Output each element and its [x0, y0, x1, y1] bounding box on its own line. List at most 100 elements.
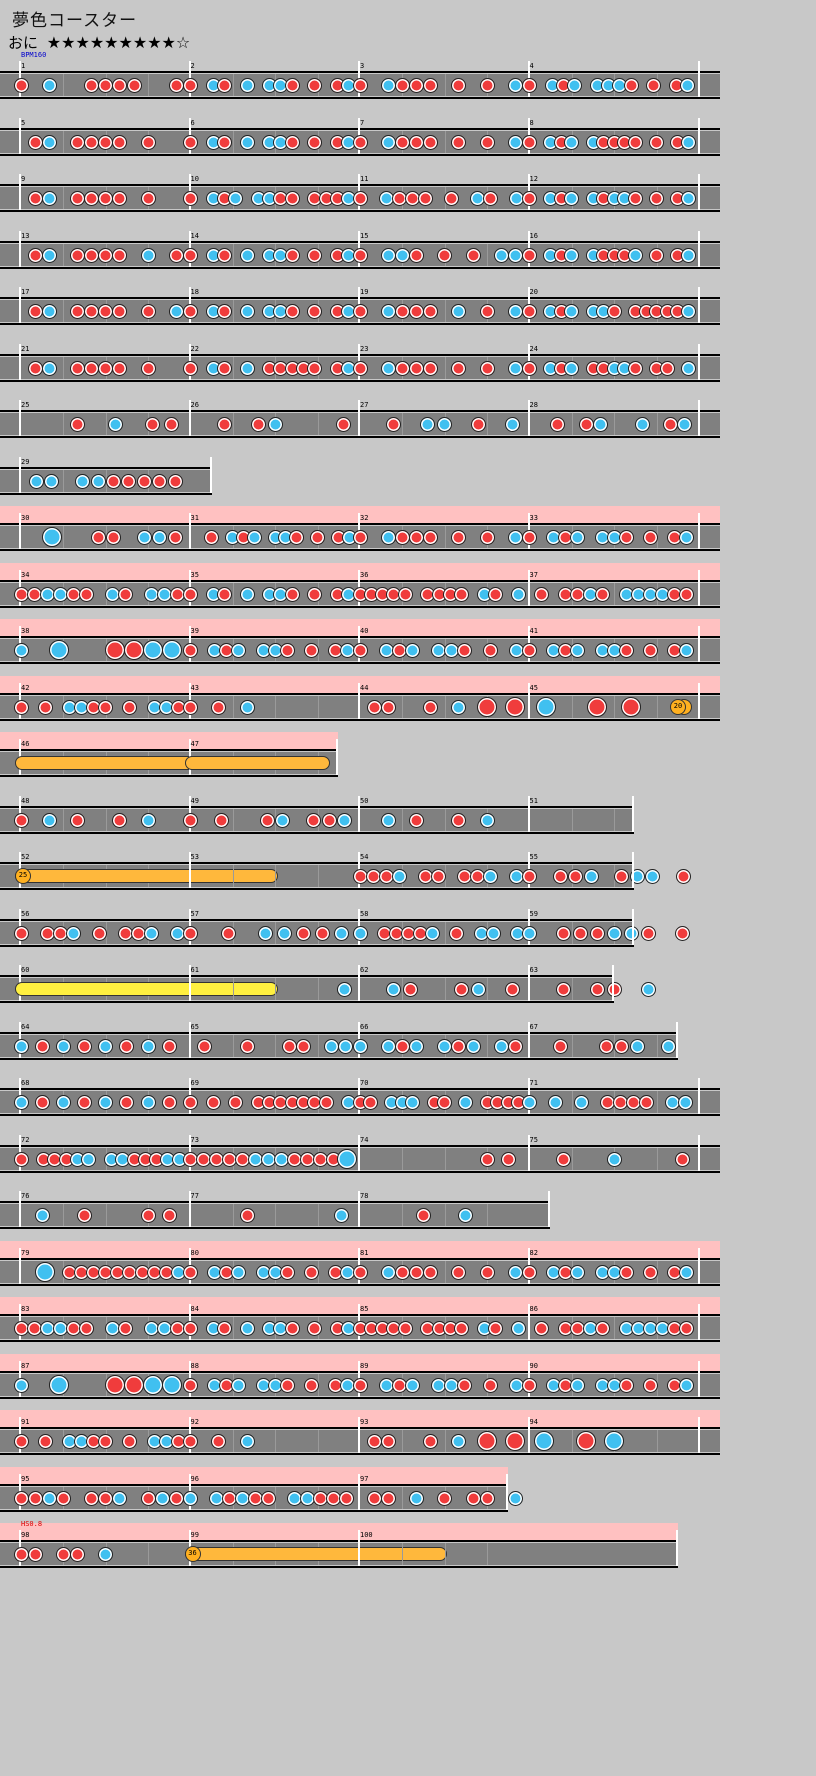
- don-note: [284, 77, 300, 93]
- don-note: [288, 529, 304, 545]
- beat-line: [317, 978, 319, 1000]
- ka-note: [333, 1207, 349, 1223]
- don-note: [228, 1094, 244, 1110]
- bar-number: 33: [529, 514, 538, 522]
- lane-border-bottom: [0, 1510, 508, 1512]
- don-note: [479, 303, 495, 319]
- don-note: [161, 1207, 177, 1223]
- lane-border-bottom: [0, 1453, 720, 1455]
- don-note: [70, 1546, 85, 1562]
- bar-number: 81: [360, 1249, 369, 1257]
- ka-note: [136, 529, 152, 545]
- don-note: [310, 529, 326, 545]
- beat-line: [232, 1317, 234, 1339]
- don-note: [659, 360, 675, 376]
- don-note: [366, 1490, 382, 1506]
- bar-number: 55: [529, 853, 538, 861]
- don-note: [117, 1320, 133, 1336]
- bar-line: [527, 796, 530, 832]
- bar-line: [527, 1022, 530, 1058]
- bar-line: [358, 1530, 360, 1566]
- lane-border-top: [0, 128, 720, 130]
- beat-line: [402, 413, 404, 435]
- ka-note: [338, 1038, 354, 1054]
- command-label: HS0.8: [21, 1520, 43, 1528]
- don-note: [386, 416, 402, 432]
- don-note: [261, 1490, 277, 1506]
- don-note: [522, 868, 537, 884]
- don-note: [409, 77, 424, 93]
- lane-border-bottom: [0, 1114, 720, 1116]
- don-note: [183, 247, 198, 263]
- don-note: [451, 1038, 467, 1054]
- beat-line: [402, 1487, 404, 1509]
- ka-note: [239, 247, 255, 263]
- beat-line: [317, 696, 319, 718]
- don-note: [437, 1094, 453, 1110]
- beat-line: [275, 865, 277, 887]
- lane-border-top: [0, 862, 634, 864]
- don-note: [507, 1038, 523, 1054]
- don-note: [161, 1038, 177, 1054]
- don-note: [643, 529, 659, 545]
- ka-note: [493, 1038, 509, 1054]
- beat-line: [148, 1543, 150, 1565]
- don-note: [98, 134, 114, 150]
- bar-number: 92: [190, 1418, 199, 1426]
- bar-number: 48: [21, 797, 30, 805]
- ka-note: [660, 1038, 676, 1054]
- bar-line: [19, 1248, 21, 1284]
- bar-line: [19, 457, 21, 493]
- don-note: [205, 1094, 221, 1110]
- ka-note: [505, 416, 521, 432]
- don-note: [167, 529, 183, 545]
- balloon-count: 36: [184, 1546, 201, 1562]
- ka-note: [574, 1094, 590, 1110]
- don-note: [284, 303, 300, 319]
- don-note: [13, 1433, 29, 1449]
- don-note: [522, 1377, 537, 1393]
- don-note: [98, 303, 114, 319]
- lane-border-top: [0, 410, 720, 412]
- don-note: [140, 1490, 156, 1506]
- bar-line: [188, 513, 191, 549]
- don-note: [307, 134, 323, 150]
- ka-note: [380, 1264, 396, 1280]
- beat-line: [232, 1204, 234, 1226]
- bar-number: 53: [190, 853, 199, 861]
- don-note: [183, 360, 198, 376]
- bar-number: 25: [21, 401, 30, 409]
- ka-note: [333, 925, 349, 941]
- ka-note: [507, 1264, 523, 1280]
- bar-number: 83: [21, 1305, 30, 1313]
- don-note: [98, 77, 114, 93]
- don-note: [304, 642, 320, 658]
- lane-border-bottom: [0, 662, 720, 664]
- bar-line: [698, 626, 700, 662]
- song-title: 夢色コースター: [12, 11, 138, 31]
- don-note: [321, 812, 337, 828]
- don-note: [403, 981, 419, 997]
- don-note: [136, 473, 152, 489]
- ka-note: [90, 473, 106, 489]
- beat-line: [444, 74, 446, 96]
- beat-line: [614, 583, 616, 605]
- gogo-band: [0, 563, 720, 580]
- ka-note: [507, 247, 523, 263]
- don-note: [140, 360, 156, 376]
- don-note: [465, 247, 481, 263]
- ka-note: [451, 699, 467, 715]
- don-note: [394, 134, 410, 150]
- ka-note: [570, 1264, 586, 1280]
- lane-border-top: [0, 749, 338, 751]
- ka-note: [680, 247, 696, 263]
- ka-note: [55, 1038, 71, 1054]
- ka-note: [679, 1264, 695, 1280]
- ka-note: [231, 642, 247, 658]
- beat-line: [232, 413, 234, 435]
- ka-note: [380, 77, 396, 93]
- ka-note: [564, 303, 580, 319]
- lane-border-top: [0, 354, 720, 356]
- don-note: [84, 1490, 100, 1506]
- bar-line: [358, 965, 360, 1001]
